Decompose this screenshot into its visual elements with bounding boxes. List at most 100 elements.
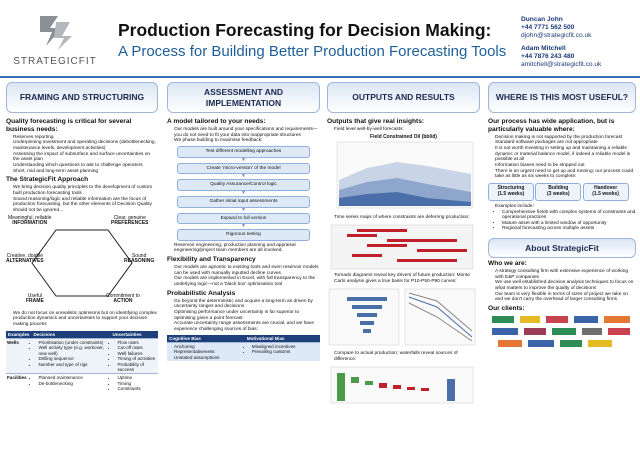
bullet: Optimising performance under uncertainty…: [174, 310, 320, 321]
dq-label-top: Meaningful, reliable: [8, 214, 52, 221]
cell: Planned maintenanceDe-bottlenecking: [31, 373, 111, 393]
bullet: There is an urgent need to get up and ru…: [495, 169, 636, 180]
bullet: Timing of activities: [117, 356, 157, 361]
th: Examples: [6, 330, 32, 339]
cell: Wells: [6, 337, 32, 374]
column-header: ASSESSMENT AND IMPLEMENTATION: [167, 82, 320, 113]
phase: Handover (1.5 weeks): [582, 183, 629, 201]
bullet: Planned maintenance: [38, 375, 109, 380]
bullet: We use well established decision analysi…: [495, 280, 636, 291]
table-row: WellsPrioritisation (under constraints)W…: [6, 337, 158, 374]
bullet: Go beyond the deterministic and acquire …: [174, 299, 320, 310]
flow-step: Rigorous testing: [177, 229, 310, 241]
phase-name: Structuring: [497, 185, 525, 192]
contact-name: Adam Mitchell: [521, 44, 566, 52]
bullet: Flow rates: [117, 340, 157, 345]
bullet-list: Our models are agnostic to existing tool…: [167, 265, 320, 288]
bullet: Well failures: [117, 351, 157, 356]
bullet: It is not worth investing in setting up …: [495, 146, 636, 163]
bullet-list: A strategy consulting firm with extensiv…: [488, 269, 636, 303]
heading: Quality forecasting is critical for seve…: [6, 118, 132, 133]
bullet-list: Compare to actual production; waterfalls…: [327, 351, 480, 362]
bullet: Time series maps of where constraints ar…: [334, 215, 480, 221]
bullet: Number and type of rigs: [38, 362, 109, 367]
bullet-list: Field level well-by-well forecasts:: [327, 127, 480, 133]
bullet-list: Decision making is not supported by the …: [488, 135, 636, 180]
bullet-list: AnchoringRepresentativenessUnstated assu…: [168, 344, 244, 360]
contact-email: djohn@strategicfit.co.uk: [521, 31, 592, 39]
bullet: Understanding which questions to ask to …: [13, 163, 158, 169]
column: Our process has wide application, but is…: [488, 116, 636, 451]
bullet: Information biases need to be stripped o…: [495, 163, 636, 169]
bullet: Drilling sequence: [38, 356, 109, 361]
dq-label: Useful FRAME: [26, 292, 44, 306]
bullet-list: Time series maps of where constraints ar…: [327, 215, 480, 221]
bullet-list: Prioritisation (under constraints)Well a…: [32, 340, 109, 367]
th: Motivational Bias: [244, 334, 320, 343]
column-header: FRAMING AND STRUCTURING: [6, 82, 158, 113]
bullet: Prioritisation (under constraints): [38, 340, 109, 345]
dq-label: Creative, doable ALTERNATIVES: [6, 252, 44, 266]
bullet: Accurate uncertainty range assessments a…: [174, 321, 320, 332]
heading: The StrategicFit Approach: [6, 176, 89, 184]
dq-label-bottom: REASONING: [124, 258, 155, 265]
bullet: Our models are built around your specifi…: [174, 127, 320, 138]
bullet: Unstated assumptions: [174, 355, 244, 360]
bullet: Constraints: [117, 386, 157, 391]
flow-step: Create 'micro-version' of the model: [177, 162, 310, 175]
th: Uncertainties: [110, 330, 158, 339]
timeline: Structuring (1.5 weeks) Building (3 weeks) H…: [488, 183, 636, 201]
dq-label: Commitment to ACTION: [106, 292, 140, 306]
bullet-list: Comprehensive fields with complex system…: [488, 210, 636, 233]
column-header: OUTPUTS AND RESULTS: [327, 82, 480, 113]
chart-title: Field Constrained Oil (bbl/d): [370, 133, 437, 140]
arrow: ▼: [241, 189, 246, 196]
column: Outputs that give real insights: Field l…: [327, 116, 480, 451]
contact-name: Duncan John: [521, 16, 563, 23]
contact-phone: +44 7876 243 480: [521, 52, 575, 60]
bullet: Reserves reporting: [13, 135, 158, 141]
table-row: FacilitiesPlanned maintenanceDe-bottlene…: [6, 373, 158, 393]
rule: [0, 76, 640, 78]
flow: Test different modelling approaches ▼ Crea…: [167, 145, 320, 241]
subtitle: A Process for Building Better Production…: [118, 43, 507, 60]
cell: Flow ratesCut-off ratesWell failuresTimi…: [110, 337, 158, 374]
bullet: Compare to actual production; waterfalls…: [334, 351, 480, 362]
dq-label-bottom: ACTION: [113, 298, 133, 305]
bullet: Our models are agnostic to existing tool…: [174, 265, 320, 276]
bullet: We bring decision quality principles to …: [13, 185, 158, 196]
title: Production Forecasting for Decision Maki…: [118, 20, 492, 40]
bullet-list: Flow ratesCut-off ratesWell failuresTimi…: [111, 340, 157, 372]
bullet: Tornado diagrams reveal key drivers of f…: [334, 273, 480, 284]
arrow: ▼: [241, 173, 246, 180]
bullet-list: Planned maintenanceDe-bottlenecking: [32, 375, 109, 386]
column-header: WHERE IS THIS MOST USEFUL?: [488, 82, 636, 113]
contact-phone: +44 7771 562 500: [521, 23, 575, 31]
heading: Our process has wide application, but is…: [488, 118, 615, 133]
phase-duration: (3 weeks): [547, 190, 570, 197]
dq-label-top: Creative, doable: [6, 252, 43, 259]
tornado-image: [328, 288, 476, 345]
bullet: Assessing the impact of subsurface and s…: [13, 152, 158, 163]
cell: Prioritisation (under constraints)Well a…: [31, 337, 111, 374]
bullet-list: We do not focus on unrealistic optimisms…: [6, 311, 158, 328]
bullet: Examples include:: [495, 204, 636, 210]
dq-label-top: Commitment to: [106, 292, 140, 299]
bullet: Mature asset with a limited window of op…: [502, 221, 636, 227]
dq-label-top: Useful: [27, 292, 42, 299]
bullet: Uptime: [117, 375, 157, 380]
bullet-list: Tornado diagrams reveal key drivers of f…: [327, 273, 480, 284]
bullet: We phase building to maximise feedback:: [174, 138, 320, 144]
flow-step: Expand to full version: [177, 212, 310, 225]
bullet-list: UptimeTimingConstraints: [111, 375, 157, 391]
bullet: Well activity type (e.g. workover, new w…: [38, 345, 109, 356]
dq-label: Sound REASONING: [124, 252, 155, 266]
heading: A model tailored to your needs:: [167, 118, 266, 125]
arrow: ▼: [241, 223, 246, 230]
bullet: Reservoir engineering, production planni…: [174, 243, 320, 254]
phase-name: Handover: [594, 185, 618, 192]
dq-label-top: Sound: [131, 252, 147, 259]
bullet-list: We bring decision quality principles to …: [6, 185, 158, 213]
